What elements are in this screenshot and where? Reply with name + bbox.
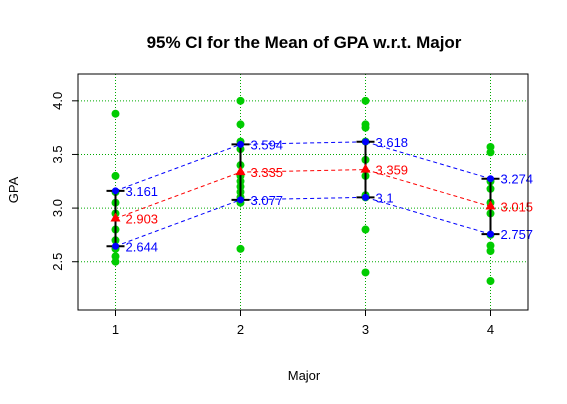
axes-layer: 1 2 3 4 2.5 3.0 3.5 4.0 [50,92,494,337]
lower-bound-marker-2 [237,196,244,204]
lower-bound-marker-4 [487,230,494,238]
lower-bound-label-3: 3.1 [376,190,394,205]
observation-point-1-1 [111,109,120,118]
value-labels-layer: 3.161 3.594 3.618 3.274 2.903 3.335 3.359 3.015… [126,135,534,254]
chart-title: 95% CI for the Mean of GPA w.r.t. Major [147,33,462,52]
upper-bound-marker-3 [362,138,369,146]
y-tick-label-1: 2.5 [50,253,65,271]
observation-point-2-12 [236,244,245,253]
observation-point-1-10 [111,257,120,266]
upper-bound-line [115,141,491,192]
observation-point-4-9 [486,247,495,255]
y-tick-label-4: 4.0 [50,92,65,110]
lower-bound-label-4: 2.757 [501,227,534,242]
upper-bound-label-3: 3.618 [376,135,409,150]
mean-label-4: 3.015 [501,199,534,214]
upper-bound-marker-2 [237,140,244,148]
observation-point-2-2 [236,120,245,129]
upper-bound-label-4: 3.274 [501,172,534,187]
y-tick-label-2: 3.0 [50,199,65,217]
x-tick-label-3: 3 [362,322,369,337]
plot-frame [77,73,529,311]
observation-point-4-10 [486,277,495,286]
upper-bound-marker-1 [112,187,119,195]
observation-point-2-1 [236,96,245,105]
observation-point-3-3 [361,123,370,132]
mean-label-2: 3.335 [251,165,284,180]
mean-label-3: 3.359 [376,163,409,178]
upper-bound-label-1: 3.161 [126,184,159,199]
series-lines-layer [115,141,491,247]
ci-bars-layer [106,140,500,248]
observations-layer [111,96,495,286]
mean-line [115,169,491,219]
markers-layer [110,138,496,250]
upper-bound-label-2: 3.594 [251,137,284,152]
x-tick-label-2: 2 [237,322,244,337]
mean-marker-2 [235,166,246,176]
upper-bound-marker-4 [487,175,494,183]
observation-point-4-2 [486,148,495,157]
observation-point-3-9 [361,225,370,234]
observation-point-1-2 [111,171,120,180]
mean-marker-4 [485,200,496,210]
x-tick-label-4: 4 [487,322,494,337]
lower-bound-marker-3 [362,193,369,201]
x-axis-label: Major [288,368,321,383]
lower-bound-marker-1 [112,242,119,250]
x-tick-label-1: 1 [112,322,119,337]
lower-bound-label-1: 2.644 [126,239,159,254]
mean-label-1: 2.903 [126,211,159,226]
lower-bound-label-2: 3.077 [251,193,284,208]
y-tick-label-3: 3.5 [50,145,65,163]
observation-point-3-10 [361,268,370,277]
lower-bound-line [115,196,491,247]
mean-marker-1 [110,212,121,222]
mean-marker-3 [360,163,371,173]
y-axis-label: GPA [6,176,21,203]
observation-point-3-1 [361,96,370,105]
